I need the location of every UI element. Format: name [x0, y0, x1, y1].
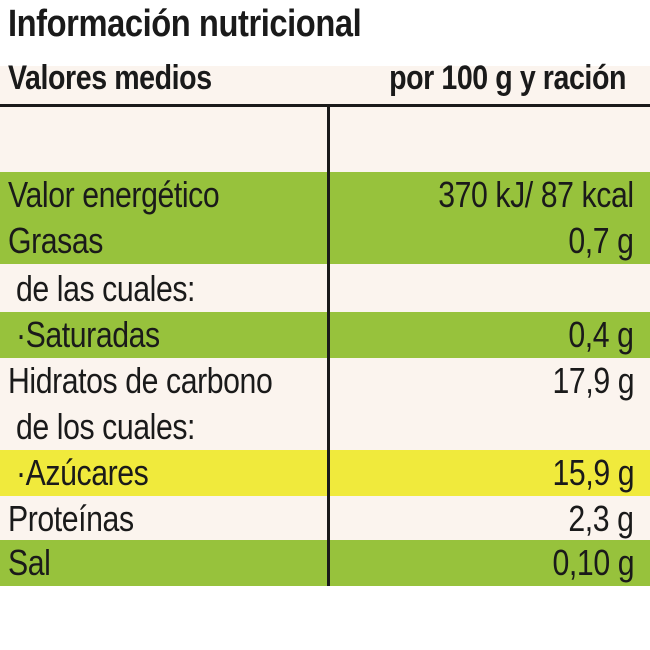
row-saturated-value: 0,4 g: [568, 314, 635, 355]
row-sugars-name: ·Azúcares: [16, 452, 149, 493]
row-carbohydrates-name: Hidratos de carbono: [8, 360, 273, 401]
row-fat-name: Grasas: [8, 220, 103, 261]
row-protein-value: 2,3 g: [568, 498, 635, 539]
row-of-which-carbs-name: de los cuales:: [16, 406, 196, 447]
column-divider: [327, 106, 330, 586]
row-protein-name: Proteínas: [8, 498, 134, 539]
row-sugars-value: 15,9 g: [552, 452, 634, 493]
row-energy-name: Valor energético: [8, 174, 220, 215]
header-per-100g-label: por 100 g y ración: [389, 59, 626, 97]
header-values-label: Valores medios: [8, 59, 212, 97]
row-carbohydrates: Hidratos de carbono 17,9 g: [0, 358, 650, 404]
row-salt-value: 0,10 g: [552, 542, 634, 583]
row-fat: Grasas 0,7 g: [0, 218, 650, 264]
row-energy-value: 370 kJ/ 87 kcal: [438, 174, 635, 215]
row-fat-value: 0,7 g: [568, 220, 635, 261]
row-protein: Proteínas 2,3 g: [0, 496, 650, 542]
row-of-which-fat: de las cuales:: [0, 266, 650, 312]
row-salt-name: Sal: [8, 542, 51, 583]
row-of-which-fat-name: de las cuales:: [16, 268, 196, 309]
row-saturated: ·Saturadas 0,4 g: [0, 312, 650, 358]
row-salt: Sal 0,10 g: [0, 540, 650, 586]
label-title: Información nutricional: [8, 3, 362, 45]
row-saturated-name: ·Saturadas: [16, 314, 160, 355]
row-of-which-carbs: de los cuales:: [0, 404, 650, 450]
row-carbohydrates-value: 17,9 g: [552, 360, 634, 401]
header-divider: [0, 104, 650, 107]
row-sugars: ·Azúcares 15,9 g: [0, 450, 650, 496]
row-energy: Valor energético 370 kJ/ 87 kcal: [0, 172, 650, 218]
